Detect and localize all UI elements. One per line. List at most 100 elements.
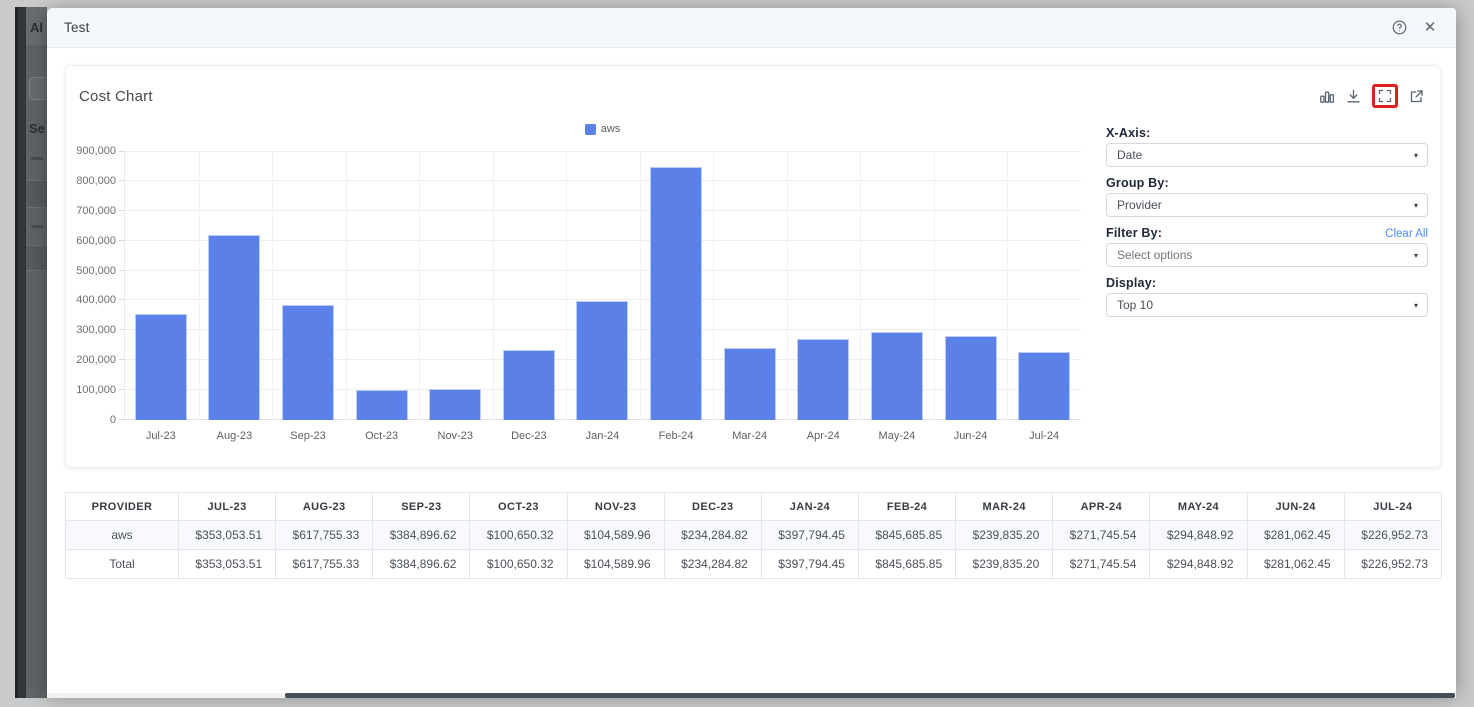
chart-bar-Jan-24[interactable]	[576, 301, 629, 420]
gridline-vertical	[198, 151, 200, 420]
group-by-select[interactable]: Provider ▾	[1106, 193, 1428, 217]
gridline-vertical	[566, 151, 568, 420]
y-axis-tick	[119, 179, 125, 181]
table-cell: $397,794.45	[760, 520, 859, 550]
bar-column	[566, 151, 640, 420]
table-cell: $271,745.54	[1052, 549, 1151, 579]
table-cell: $239,835.20	[955, 549, 1054, 579]
table-header-cell: MAY-24	[1149, 492, 1248, 521]
modal-title: Test	[64, 20, 90, 35]
gridline	[125, 151, 1081, 152]
chart-bar-Aug-23[interactable]	[208, 235, 261, 420]
table-header-row: PROVIDER JUL-23 AUG-23 SEP-23 OCT-23 NOV-23 DE…	[65, 492, 1443, 521]
chart-bar-Apr-24[interactable]	[797, 338, 850, 420]
chart-bar-Dec-23[interactable]	[502, 349, 555, 420]
chart-bar-Jul-23[interactable]	[134, 314, 187, 420]
bar-column	[418, 151, 492, 420]
x-axis-select[interactable]: Date ▾	[1106, 143, 1428, 167]
window-left-edge	[15, 7, 26, 698]
annotation-highlight	[1372, 84, 1398, 108]
bar-chart-icon[interactable]	[1319, 88, 1335, 104]
x-tick-label: May-24	[878, 430, 916, 442]
x-axis-label: X-Axis:	[1106, 126, 1151, 140]
horizontal-scrollbar-track[interactable]	[47, 693, 1456, 698]
table-header-cell: SEP-23	[372, 492, 471, 521]
help-icon[interactable]	[1390, 19, 1408, 37]
cost-chart-card: Cost Chart	[65, 65, 1441, 468]
chart-bar-Feb-24[interactable]	[650, 167, 703, 420]
x-tick-label: Jul-24	[1029, 430, 1060, 442]
display-select[interactable]: Top 10 ▾	[1106, 293, 1428, 317]
gridline	[125, 209, 1081, 211]
cost-table: PROVIDER JUL-23 AUG-23 SEP-23 OCT-23 NOV-23 DE…	[65, 492, 1443, 579]
table-header-cell: JAN-24	[760, 492, 859, 521]
table-head: PROVIDER JUL-23 AUG-23 SEP-23 OCT-23 NOV-23 DE…	[65, 492, 1443, 521]
x-tick-label: Sep-23	[290, 430, 326, 442]
gridline-vertical	[713, 151, 715, 420]
table-header-cell: JUL-24	[1343, 492, 1443, 521]
chevron-down-icon: ▾	[1413, 301, 1418, 310]
x-tick-label: Apr-24	[806, 430, 840, 442]
legend-swatch	[584, 123, 596, 135]
chart-bar-Oct-23[interactable]	[355, 389, 408, 420]
table-header-cell: MAR-24	[955, 492, 1054, 521]
gridline-vertical	[860, 151, 862, 420]
gridline	[125, 269, 1081, 271]
gridline	[125, 299, 1081, 301]
table-cell: $100,650.32	[469, 520, 568, 550]
x-tick-label: Feb-24	[658, 430, 694, 442]
y-tick-label: 200,000	[76, 354, 116, 367]
background-row-text	[31, 225, 43, 228]
gridline-vertical	[1007, 151, 1009, 420]
display-label: Display:	[1106, 276, 1157, 290]
table-header-cell: APR-24	[1052, 492, 1151, 521]
y-axis-tick	[119, 389, 125, 391]
chart-bar-May-24[interactable]	[870, 331, 923, 420]
background-app-header	[26, 7, 47, 45]
table-cell: $226,952.73	[1343, 549, 1443, 579]
filter-by-select[interactable]: Select options ▾	[1106, 243, 1428, 267]
table-cell: $353,053.51	[177, 549, 277, 579]
chevron-down-icon: ▾	[1413, 151, 1418, 160]
y-axis-tick	[119, 209, 125, 211]
gridline-vertical	[272, 151, 274, 420]
y-axis-tick	[119, 329, 125, 331]
chart-grid	[119, 151, 1081, 420]
chart-bar-Nov-23[interactable]	[429, 388, 482, 420]
y-tick-label: 600,000	[76, 234, 116, 247]
horizontal-scrollbar-thumb[interactable]	[285, 693, 1455, 698]
chart-controls: X-Axis: Date ▾ Group By: Provider ▾ Filt…	[1106, 126, 1428, 326]
chevron-down-icon: ▾	[1413, 251, 1418, 260]
legend-label: aws	[600, 123, 621, 135]
chart-bar-Jul-24[interactable]	[1018, 352, 1071, 420]
y-tick-label: 100,000	[76, 384, 116, 397]
table-header-cell: OCT-23	[469, 492, 568, 521]
download-icon[interactable]	[1346, 89, 1361, 104]
group-by-select-value: Provider	[1117, 198, 1162, 212]
table-cell: $294,848.92	[1149, 520, 1248, 550]
table-header-cell: JUL-23	[177, 492, 277, 521]
gridline	[125, 239, 1081, 241]
close-icon[interactable]: ✕	[1423, 19, 1437, 36]
bar-column	[934, 151, 1008, 420]
chart-bar-Mar-24[interactable]	[723, 348, 776, 420]
chart-legend[interactable]: aws	[124, 123, 1081, 135]
background-row-text	[31, 157, 43, 160]
table-cell: $281,062.45	[1246, 549, 1345, 579]
table-body: aws $353,053.51 $617,755.33 $384,896.62 $100…	[65, 520, 1443, 579]
y-tick-label: 300,000	[76, 324, 116, 337]
background-table-row	[26, 245, 47, 271]
table-cell: $100,650.32	[469, 549, 568, 579]
gridline-vertical	[492, 151, 494, 420]
bar-column	[860, 151, 934, 420]
table-cell: $271,745.54	[1052, 520, 1151, 550]
chart-bar-Jun-24[interactable]	[944, 336, 997, 420]
table-header-cell: PROVIDER	[65, 492, 179, 521]
fullscreen-icon[interactable]	[1378, 89, 1392, 103]
table-cell: $104,589.96	[566, 549, 665, 579]
external-link-icon[interactable]	[1409, 89, 1424, 104]
chart-bar-Sep-23[interactable]	[282, 304, 335, 420]
y-axis-tick	[119, 359, 125, 361]
clear-all-link[interactable]: Clear All	[1385, 228, 1428, 240]
x-tick-label: Aug-23	[216, 430, 253, 442]
